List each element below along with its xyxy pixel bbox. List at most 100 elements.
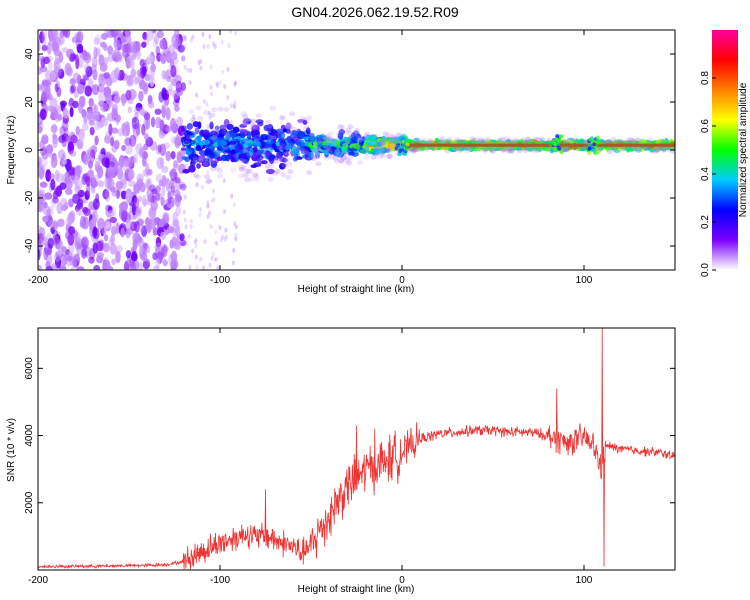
spectrogram-cell [195,92,199,98]
spectrogram-cell [53,110,59,120]
spectrogram-cell [661,145,668,151]
spectrogram-cell [76,43,84,54]
spectrogram-cell [138,146,145,159]
spectrogram-y-tick-label: 20 [24,96,35,108]
spectrogram-cell [199,136,206,142]
spectrogram-cell [175,224,181,237]
spectrogram-cell [196,155,206,164]
spectrogram-cell [226,94,230,100]
spectrogram-cell [155,185,161,193]
spectrogram-cell [210,255,214,261]
spectrogram-cell [238,167,245,173]
spectrogram-cell [223,119,230,127]
spectrogram-cell [58,38,64,46]
spectrogram-cell [138,79,146,90]
spectrogram-cell [158,51,167,61]
spectrogram-cell [74,184,81,194]
spectrogram-cell [592,142,597,147]
spectrogram-cell [325,140,332,146]
spectrogram-cell [76,83,85,95]
spectrogram-cell [206,214,210,220]
spectrogram-cell [159,38,167,50]
spectrogram-cell [38,227,46,239]
spectrogram-cell [209,129,216,135]
spectrogram-cell [356,137,363,143]
spectrogram-cell [184,156,191,163]
spectrogram-cell [208,262,212,268]
spectrogram-cell [278,146,285,152]
spectrogram-cell [289,111,296,117]
spectrogram-cell [62,118,69,132]
spectrogram-cell [115,180,124,190]
spectrogram-cell [374,154,381,160]
spectrogram-cell [52,133,57,140]
spectrogram-cell [283,157,290,163]
spectrogram-cell [231,149,236,155]
spectrogram-cell [160,53,167,65]
spectrogram-cell [226,66,230,72]
spectrogram-cell [314,154,321,160]
spectrogram-cell [189,68,193,74]
spectrogram-cell [103,234,109,242]
spectrogram-cell [266,123,273,129]
spectrogram-cell [199,153,206,159]
spectrogram-cell [391,137,398,143]
spectrogram-cell [75,202,84,210]
spectrogram-cell [325,136,332,142]
spectrogram-cell [141,41,147,48]
spectrogram-cell [170,184,176,194]
spectrogram-cell [223,84,227,90]
spectrogram-cell [216,168,223,174]
spectrogram-cell [214,229,218,235]
spectrogram-cell [118,43,123,51]
spectrogram-cell [118,154,126,168]
spectrogram-cell [229,140,237,146]
spectrogram-cell [210,166,217,172]
spectrogram-cell [251,129,256,138]
spectrogram-cell [59,182,67,190]
spectrogram-cell [183,163,190,169]
spectrogram-cell [183,34,187,40]
spectrogram-cell [280,124,286,130]
spectrogram-cell [161,185,166,197]
spectrogram-cell [155,192,161,202]
spectrogram-cell [97,218,105,229]
spectrogram-cell [43,247,48,261]
spectrogram-cell [189,224,193,230]
spectrogram-cell [61,30,69,37]
spectrogram-cell [275,140,280,147]
spectrogram-cell [303,125,310,131]
spectrogram-cell [236,143,244,151]
spectrogram-cell [171,33,179,47]
spectrogram-cell [41,34,47,47]
spectrogram-cell [129,134,137,147]
spectrogram-cell [189,139,196,145]
spectrogram-cell [229,103,233,109]
spectrogram-cell [63,30,71,39]
colorbar-label: Normalized spectral amplitude [738,82,749,217]
spectrogram-cell [107,167,116,179]
spectrogram-cell [161,69,166,80]
spectrogram-cell [207,110,211,116]
spectrogram-cell [127,75,132,86]
spectrogram-cell [373,145,380,151]
spectrogram-cell [115,250,121,264]
spectrogram-cell [72,100,79,109]
snr-y-tick-label: 4000 [24,424,35,447]
spectrogram-cell [336,130,343,136]
spectrogram-cell [136,205,143,215]
spectrogram-cell [104,157,110,169]
spectrogram-cell [241,121,248,127]
spectrogram-cell [203,148,212,157]
spectrogram-cell [239,123,246,129]
spectrogram-cell [195,105,202,111]
spectrogram-cell [121,43,130,53]
spectrogram-cell [364,145,370,153]
spectrogram-cell [76,31,84,43]
spectrogram-cell [343,138,350,144]
figure-title: GN04.2026.062.19.52.R09 [291,4,459,20]
spectrogram-cell [209,130,218,138]
spectrogram-cell [68,226,76,235]
spectrogram-cell [136,224,145,233]
spectrogram-cell [115,222,120,234]
